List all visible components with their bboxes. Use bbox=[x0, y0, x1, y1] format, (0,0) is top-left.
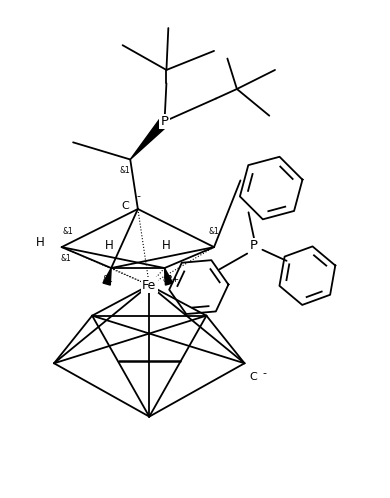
Text: &1: &1 bbox=[103, 275, 113, 284]
Polygon shape bbox=[130, 118, 168, 159]
Text: P: P bbox=[161, 115, 168, 128]
Text: C: C bbox=[122, 201, 129, 211]
Polygon shape bbox=[165, 268, 173, 285]
Text: &1: &1 bbox=[209, 227, 220, 236]
Text: H: H bbox=[162, 239, 171, 252]
Text: H: H bbox=[105, 239, 113, 252]
Text: &1: &1 bbox=[119, 166, 130, 175]
Text: Fe: Fe bbox=[142, 279, 156, 292]
Text: 2+: 2+ bbox=[167, 275, 179, 284]
Text: -: - bbox=[263, 369, 267, 378]
Polygon shape bbox=[103, 268, 111, 285]
Text: &1: &1 bbox=[162, 275, 173, 284]
Text: -: - bbox=[136, 191, 140, 201]
Text: &1: &1 bbox=[60, 254, 71, 263]
Text: P: P bbox=[250, 239, 258, 251]
Text: H: H bbox=[36, 236, 45, 249]
Text: C: C bbox=[249, 372, 257, 381]
Text: &1: &1 bbox=[62, 227, 73, 236]
